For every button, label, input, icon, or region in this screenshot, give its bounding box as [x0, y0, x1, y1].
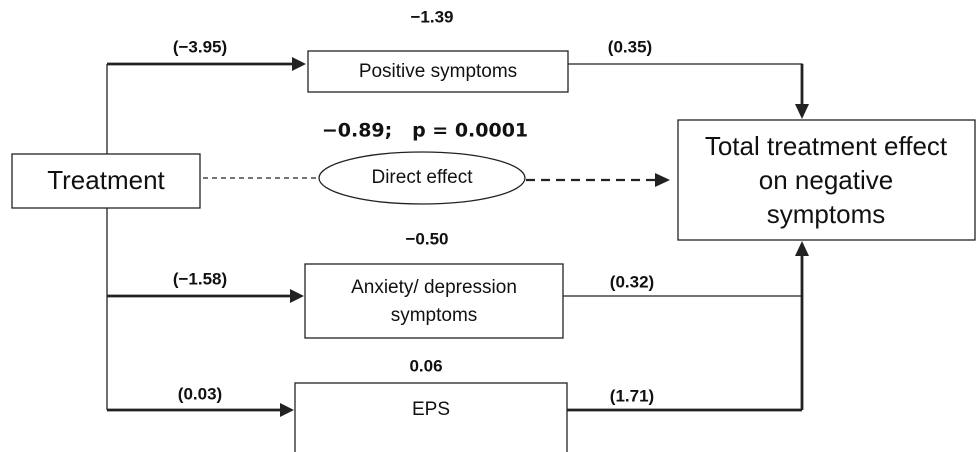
arrow-head — [795, 241, 809, 256]
positive-box — [307, 50, 569, 93]
treatment-box — [11, 153, 201, 209]
eps-box — [294, 382, 568, 452]
edge-label: (0.35) — [608, 37, 652, 56]
arrow-head — [292, 57, 306, 71]
arrow-head — [280, 403, 294, 417]
edge-label: (1.71) — [610, 386, 654, 405]
anxiety-box — [304, 263, 564, 339]
node-label: symptoms — [391, 305, 478, 326]
edge-label: (0.32) — [610, 272, 654, 291]
node-label: Direct effect — [371, 167, 473, 188]
node-label: symptoms — [767, 199, 885, 229]
edge-label: (−1.58) — [173, 269, 227, 288]
arrow-head — [795, 104, 809, 119]
arrow-head — [290, 289, 304, 303]
node-label: EPS — [412, 399, 450, 420]
connectors — [106, 57, 809, 417]
node-label: Positive symptoms — [359, 61, 517, 82]
node-label: Total treatment effect — [705, 131, 948, 161]
effect-label: 0.06 — [409, 356, 442, 375]
line — [568, 63, 803, 104]
effect-label: −0.50 — [405, 229, 448, 248]
total-box — [677, 119, 976, 241]
arrow-head — [655, 173, 670, 187]
edge-label: (0.03) — [178, 384, 222, 403]
edge-label: (−3.95) — [173, 37, 227, 56]
direct-ellipse — [318, 151, 526, 205]
effect-label: −0.89; p = 0.0001 — [322, 120, 528, 142]
node-label: Anxiety/ depression — [351, 277, 517, 298]
node-label: Treatment — [47, 165, 165, 195]
effect-label: −1.39 — [410, 7, 453, 26]
node-label: on negative — [759, 165, 893, 195]
